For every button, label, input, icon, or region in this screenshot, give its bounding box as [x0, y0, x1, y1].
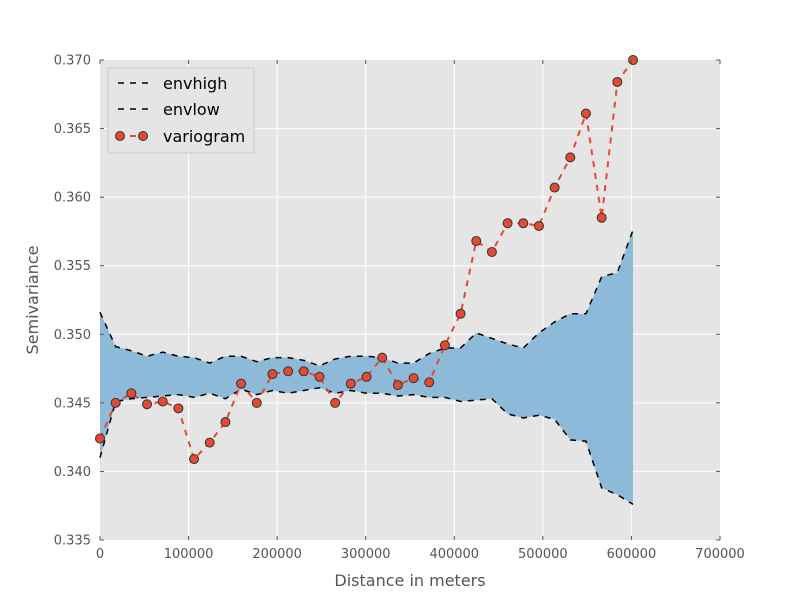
x-tick-label: 400000 [429, 547, 479, 562]
variogram-point [157, 396, 168, 407]
variogram-point [251, 397, 262, 408]
y-tick-label: 0.340 [54, 465, 91, 480]
variogram-point [173, 403, 184, 414]
variogram-point [314, 371, 325, 382]
variogram-point [628, 55, 639, 65]
variogram-point [612, 76, 623, 87]
variogram-point [565, 152, 576, 163]
envelope-fill [100, 230, 634, 505]
y-tick-label: 0.370 [54, 54, 91, 69]
legend-variogram-marker-left [115, 131, 125, 141]
y-tick-label: 0.365 [54, 122, 91, 137]
variogram-markers [95, 55, 639, 465]
x-tick-label: 200000 [252, 547, 302, 562]
variogram-point [486, 247, 497, 257]
legend-variogram-label: variogram [163, 127, 245, 146]
variogram-point [345, 378, 356, 389]
variogram-point [361, 371, 372, 382]
variogram-point [439, 340, 450, 351]
y-axis-label: Semivariance [23, 246, 42, 355]
variogram-point [471, 236, 482, 247]
variogram-point [298, 366, 309, 377]
y-tick-label: 0.355 [54, 259, 91, 274]
envhigh-line [99, 229, 634, 367]
variogram-point [204, 437, 215, 448]
variogram-point [580, 108, 591, 119]
variogram-point [236, 378, 247, 389]
legend-envhigh-label: envhigh [163, 74, 227, 93]
variogram-point [392, 380, 403, 391]
variogram-point [142, 399, 153, 410]
envelope-band [100, 230, 634, 505]
variogram-point [220, 417, 231, 428]
variogram-point [549, 182, 560, 193]
y-tick-label: 0.345 [54, 396, 91, 411]
variogram-point [189, 454, 200, 465]
variogram-point [110, 397, 121, 408]
legend: envhigh envlow variogram [107, 67, 255, 154]
grid [100, 60, 720, 540]
series-lines [99, 59, 634, 505]
x-tick-label: 700000 [695, 547, 745, 562]
legend-box [107, 67, 255, 154]
envlow-line [99, 386, 634, 505]
legend-variogram-marker-right [138, 131, 148, 141]
y-tick-label: 0.360 [54, 191, 91, 206]
axes: 0 100000 200000 300000 400000 500000 600000 700… [54, 54, 745, 563]
variogram-point [424, 377, 435, 388]
variogram-point [330, 397, 341, 408]
x-axis-label: Distance in meters [334, 571, 485, 590]
x-tick-label: 500000 [518, 547, 568, 562]
x-tick-label: 100000 [164, 547, 214, 562]
variogram-point [267, 369, 278, 380]
y-tick-label: 0.335 [54, 534, 91, 549]
variogram-line [99, 59, 634, 462]
x-tick-label: 0 [96, 547, 104, 562]
x-tick-label: 600000 [607, 547, 657, 562]
legend-envlow-label: envlow [163, 100, 220, 119]
y-tick-label: 0.350 [54, 328, 91, 343]
variogram-point [95, 433, 105, 444]
x-tick-label: 300000 [341, 547, 391, 562]
variogram-point [518, 218, 529, 229]
variogram-point [408, 373, 419, 384]
variogram-point [377, 352, 388, 363]
variogram-point [455, 308, 466, 319]
variogram-point [126, 388, 137, 399]
variogram-point [533, 220, 544, 231]
variogram-point [596, 212, 607, 223]
variogram-point [502, 218, 513, 229]
variogram-point [283, 366, 294, 377]
